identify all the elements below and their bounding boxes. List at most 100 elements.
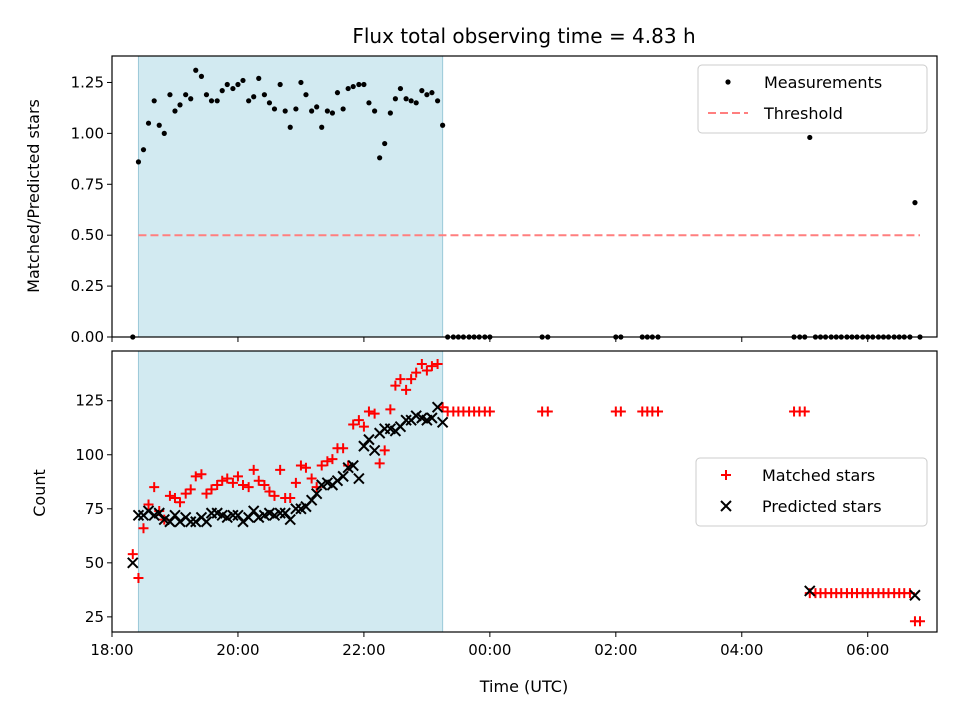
bottom-y-tick-label: 100 <box>75 446 104 464</box>
matched-stars-marker <box>212 480 223 491</box>
bottom-axes-frame <box>111 350 938 633</box>
measurements-point <box>397 85 404 92</box>
measurements-point <box>208 98 215 104</box>
matched-stars-marker <box>358 421 369 432</box>
predicted-stars-marker <box>426 412 438 424</box>
measurements-point <box>277 81 283 88</box>
measurements-point <box>183 92 189 98</box>
measurements-point <box>287 124 293 130</box>
predicted-stars-marker <box>431 401 444 413</box>
matched-stars-marker <box>914 616 925 627</box>
predicted-stars-marker <box>284 513 296 526</box>
predicted-stars-marker <box>358 440 370 452</box>
matched-stars-marker <box>338 443 349 454</box>
matched-stars-marker <box>484 406 495 417</box>
predicted-stars-marker <box>804 585 816 597</box>
top-y-tick-label: 0.00 <box>71 328 104 346</box>
matched-stars-marker <box>253 475 264 486</box>
bottom-panel: 25 50 75 100 125 18:00 20:00 22:00 00:00 02:00 04:… <box>75 350 938 659</box>
measurements-point <box>392 96 398 102</box>
matched-stars-marker <box>222 473 233 484</box>
matched-stars-marker <box>201 488 212 499</box>
matched-stars-marker <box>379 445 390 456</box>
measurements-point <box>193 67 199 73</box>
bottom-x-tick-label: 20:00 <box>216 641 259 659</box>
matched-stars-marker <box>180 488 191 499</box>
predicted-stars-marker <box>363 433 375 446</box>
bottom-x-tick-label: 00:00 <box>468 641 511 659</box>
predicted-stars-marker <box>290 503 302 515</box>
matched-stars-marker <box>149 482 160 493</box>
matched-stars-marker <box>542 406 553 417</box>
matched-stars-marker <box>363 406 374 417</box>
measurements-point <box>403 96 409 102</box>
measurements-point <box>156 122 162 128</box>
predicted-stars-marker <box>347 459 359 472</box>
measurements-point <box>329 110 336 116</box>
matched-stars-marker <box>306 473 317 484</box>
measurements-point <box>177 102 183 108</box>
measurements-point <box>214 98 220 104</box>
bottom-x-tick-label: 18:00 <box>90 641 133 659</box>
matched-stars-marker <box>401 384 412 395</box>
measurements-point <box>366 100 372 106</box>
top-y-axis-label: Matched/Predicted stars <box>24 99 43 293</box>
bottom-x-tick-label: 02:00 <box>594 641 637 659</box>
matched-stars-marker <box>290 477 301 488</box>
measurements-point <box>807 134 813 141</box>
bottom-legend-box <box>695 457 928 527</box>
measurements-point <box>912 200 918 206</box>
top-y-tick-label: 1.25 <box>71 73 104 91</box>
matched-stars-marker <box>300 462 311 473</box>
measurements-point <box>408 98 414 104</box>
legend-matched-marker <box>721 470 731 480</box>
matched-stars-marker <box>259 480 270 491</box>
measurements-point <box>419 88 425 94</box>
measurements-point <box>167 92 173 98</box>
measurements-point <box>309 108 315 114</box>
measurements-point <box>219 88 225 94</box>
measurements-point <box>271 106 278 112</box>
measurements-point <box>298 79 304 86</box>
predicted-stars-marker <box>436 416 449 429</box>
matched-stars-marker <box>143 499 154 510</box>
measurements-point <box>188 96 194 102</box>
matched-stars-marker <box>185 484 196 495</box>
measurements-point <box>387 110 393 116</box>
measurements-point <box>203 92 210 98</box>
matched-stars-marker <box>237 480 248 491</box>
matched-stars-marker <box>369 408 380 419</box>
matched-stars-marker <box>395 374 406 385</box>
bottom-legend-label: Predicted stars <box>762 497 882 516</box>
predicted-stars-marker <box>274 507 286 519</box>
matched-stars-marker <box>327 454 338 465</box>
measurements-point <box>440 122 446 128</box>
measurements-point <box>434 98 441 104</box>
matched-stars-marker <box>295 460 306 471</box>
measurements-point <box>345 85 351 92</box>
matched-stars-marker <box>615 406 626 417</box>
matched-stars-marker <box>374 458 385 469</box>
measurements-point <box>413 100 419 106</box>
matched-stars-marker <box>232 471 243 482</box>
measurements-point <box>135 159 142 165</box>
bottom-x-tick-label: 06:00 <box>846 641 889 659</box>
measurements-point <box>224 81 230 88</box>
matched-stars-marker <box>416 358 427 369</box>
matched-stars-marker <box>421 365 432 376</box>
matched-stars-marker <box>190 471 201 482</box>
measurements-point <box>256 75 262 81</box>
matched-stars-marker <box>285 492 296 503</box>
matched-stars-marker <box>175 497 186 508</box>
measurements-point <box>230 85 236 92</box>
bottom-y-tick-label: 25 <box>85 608 104 626</box>
predicted-stars-marker <box>132 509 145 521</box>
top-legend-label: Measurements <box>764 73 882 92</box>
matched-stars-marker <box>426 361 437 372</box>
predicted-stars-marker <box>164 516 176 528</box>
predicted-stars-marker <box>310 487 323 500</box>
measurements-point <box>151 98 157 104</box>
measurements-point <box>198 73 205 79</box>
predicted-stars-marker <box>353 472 365 485</box>
measurements-point <box>140 147 147 153</box>
